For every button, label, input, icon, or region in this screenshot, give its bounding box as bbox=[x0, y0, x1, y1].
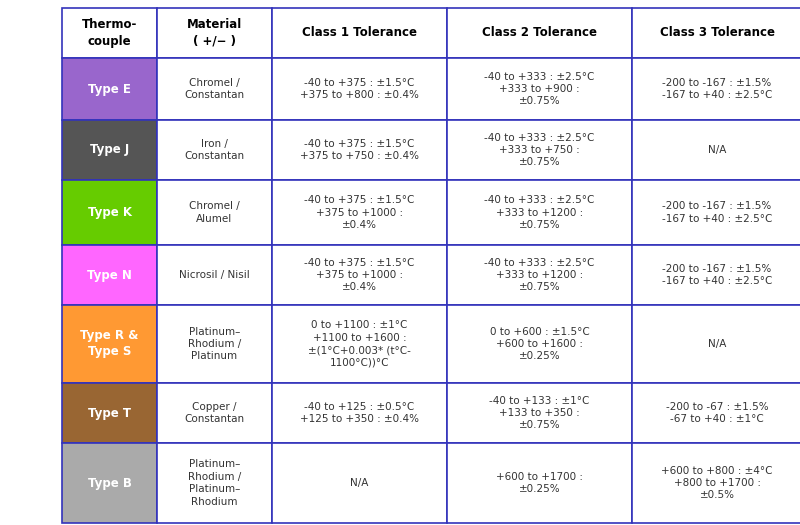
Bar bbox=[447, 180, 632, 245]
Text: Type B: Type B bbox=[87, 477, 131, 489]
Text: -40 to +333 : ±2.5°C
+333 to +750 :
±0.75%: -40 to +333 : ±2.5°C +333 to +750 : ±0.7… bbox=[484, 133, 594, 167]
Bar bbox=[447, 383, 632, 443]
Bar bbox=[632, 245, 800, 305]
Text: Type J: Type J bbox=[90, 143, 129, 156]
Text: N/A: N/A bbox=[708, 145, 726, 155]
Text: -40 to +375 : ±1.5°C
+375 to +800 : ±0.4%: -40 to +375 : ±1.5°C +375 to +800 : ±0.4… bbox=[300, 78, 419, 100]
Text: Platinum–
Rhodium /
Platinum: Platinum– Rhodium / Platinum bbox=[188, 327, 241, 361]
Bar bbox=[62, 58, 157, 120]
Bar bbox=[632, 305, 800, 383]
Text: Class 2 Tolerance: Class 2 Tolerance bbox=[482, 26, 597, 39]
Text: Class 3 Tolerance: Class 3 Tolerance bbox=[659, 26, 774, 39]
Text: Nicrosil / Nisil: Nicrosil / Nisil bbox=[179, 270, 250, 280]
Text: +600 to +1700 :
±0.25%: +600 to +1700 : ±0.25% bbox=[496, 472, 583, 494]
Bar bbox=[62, 180, 157, 245]
Bar bbox=[272, 245, 447, 305]
Text: Thermo-
couple: Thermo- couple bbox=[82, 18, 137, 47]
Text: -40 to +375 : ±1.5°C
+375 to +750 : ±0.4%: -40 to +375 : ±1.5°C +375 to +750 : ±0.4… bbox=[300, 139, 419, 161]
Bar bbox=[272, 305, 447, 383]
Text: Copper /
Constantan: Copper / Constantan bbox=[185, 402, 245, 424]
Bar bbox=[272, 180, 447, 245]
Bar bbox=[272, 383, 447, 443]
Bar bbox=[632, 383, 800, 443]
Text: -40 to +375 : ±1.5°C
+375 to +1000 :
±0.4%: -40 to +375 : ±1.5°C +375 to +1000 : ±0.… bbox=[304, 195, 414, 230]
Text: Class 1 Tolerance: Class 1 Tolerance bbox=[302, 26, 417, 39]
Bar bbox=[632, 120, 800, 180]
Text: Type E: Type E bbox=[88, 82, 131, 96]
Bar bbox=[157, 383, 272, 443]
Text: 0 to +1100 : ±1°C
+1100 to +1600 :
±(1°C+0.003* (t°C-
1100°C))°C: 0 to +1100 : ±1°C +1100 to +1600 : ±(1°C… bbox=[308, 320, 411, 368]
Bar bbox=[272, 8, 447, 58]
Bar bbox=[157, 443, 272, 523]
Bar bbox=[632, 8, 800, 58]
Text: -200 to -167 : ±1.5%
-167 to +40 : ±2.5°C: -200 to -167 : ±1.5% -167 to +40 : ±2.5°… bbox=[662, 264, 772, 286]
Bar bbox=[62, 443, 157, 523]
Bar bbox=[62, 8, 157, 58]
Bar bbox=[632, 180, 800, 245]
Text: -200 to -167 : ±1.5%
-167 to +40 : ±2.5°C: -200 to -167 : ±1.5% -167 to +40 : ±2.5°… bbox=[662, 201, 772, 224]
Text: Iron /
Constantan: Iron / Constantan bbox=[185, 139, 245, 161]
Text: N/A: N/A bbox=[350, 478, 369, 488]
Bar bbox=[157, 58, 272, 120]
Bar bbox=[447, 305, 632, 383]
Bar bbox=[62, 383, 157, 443]
Bar bbox=[157, 120, 272, 180]
Bar bbox=[272, 443, 447, 523]
Text: -40 to +333 : ±2.5°C
+333 to +1200 :
±0.75%: -40 to +333 : ±2.5°C +333 to +1200 : ±0.… bbox=[484, 258, 594, 292]
Text: Chromel /
Alumel: Chromel / Alumel bbox=[189, 201, 240, 224]
Text: Type K: Type K bbox=[87, 206, 131, 219]
Text: +600 to +800 : ±4°C
+800 to +1700 :
±0.5%: +600 to +800 : ±4°C +800 to +1700 : ±0.5… bbox=[662, 466, 773, 500]
Text: 0 to +600 : ±1.5°C
+600 to +1600 :
±0.25%: 0 to +600 : ±1.5°C +600 to +1600 : ±0.25… bbox=[490, 327, 590, 361]
Text: -200 to -67 : ±1.5%
-67 to +40 : ±1°C: -200 to -67 : ±1.5% -67 to +40 : ±1°C bbox=[666, 402, 768, 424]
Text: -40 to +333 : ±2.5°C
+333 to +900 :
±0.75%: -40 to +333 : ±2.5°C +333 to +900 : ±0.7… bbox=[484, 71, 594, 107]
Text: -40 to +333 : ±2.5°C
+333 to +1200 :
±0.75%: -40 to +333 : ±2.5°C +333 to +1200 : ±0.… bbox=[484, 195, 594, 230]
Text: Type R &
Type S: Type R & Type S bbox=[80, 330, 138, 359]
Text: Chromel /
Constantan: Chromel / Constantan bbox=[185, 78, 245, 100]
Bar bbox=[157, 180, 272, 245]
Bar bbox=[272, 120, 447, 180]
Bar bbox=[157, 245, 272, 305]
Text: -40 to +375 : ±1.5°C
+375 to +1000 :
±0.4%: -40 to +375 : ±1.5°C +375 to +1000 : ±0.… bbox=[304, 258, 414, 292]
Bar bbox=[447, 8, 632, 58]
Bar bbox=[157, 305, 272, 383]
Text: N/A: N/A bbox=[708, 339, 726, 349]
Bar bbox=[157, 8, 272, 58]
Bar bbox=[62, 305, 157, 383]
Text: Type N: Type N bbox=[87, 268, 132, 281]
Text: Type T: Type T bbox=[88, 406, 131, 419]
Bar bbox=[62, 245, 157, 305]
Bar bbox=[447, 443, 632, 523]
Bar bbox=[632, 443, 800, 523]
Text: -40 to +125 : ±0.5°C
+125 to +350 : ±0.4%: -40 to +125 : ±0.5°C +125 to +350 : ±0.4… bbox=[300, 402, 419, 424]
Text: -40 to +133 : ±1°C
+133 to +350 :
±0.75%: -40 to +133 : ±1°C +133 to +350 : ±0.75% bbox=[490, 396, 590, 430]
Bar bbox=[62, 120, 157, 180]
Bar bbox=[447, 245, 632, 305]
Text: Material
( +/− ): Material ( +/− ) bbox=[187, 18, 242, 47]
Bar bbox=[447, 58, 632, 120]
Text: Platinum–
Rhodium /
Platinum–
Rhodium: Platinum– Rhodium / Platinum– Rhodium bbox=[188, 459, 241, 507]
Text: -200 to -167 : ±1.5%
-167 to +40 : ±2.5°C: -200 to -167 : ±1.5% -167 to +40 : ±2.5°… bbox=[662, 78, 772, 100]
Bar bbox=[632, 58, 800, 120]
Bar bbox=[272, 58, 447, 120]
Bar bbox=[447, 120, 632, 180]
